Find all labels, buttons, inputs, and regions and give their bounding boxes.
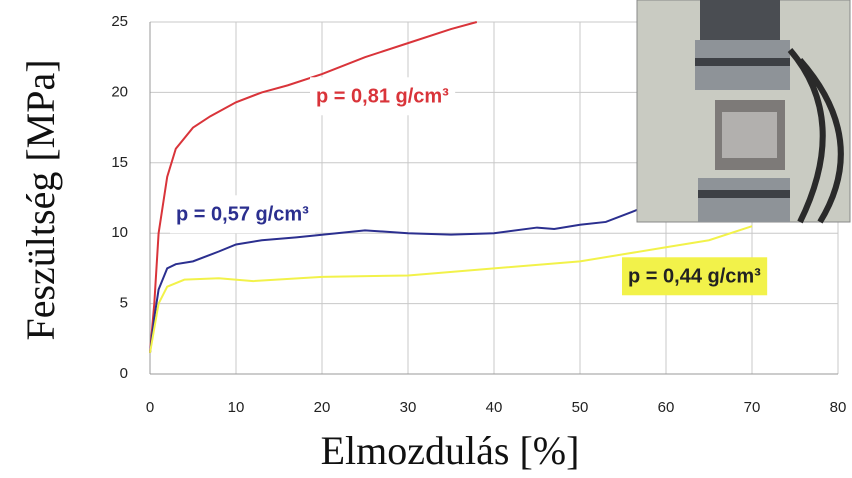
- x-tick-label: 20: [314, 399, 331, 416]
- x-tick-label: 40: [486, 399, 503, 416]
- x-tick-label: 80: [830, 399, 847, 416]
- x-tick-label: 60: [658, 399, 675, 416]
- y-tick-label: 25: [111, 13, 128, 30]
- series-label: p = 0,44 g/cm³: [628, 265, 761, 287]
- series-label: p = 0,81 g/cm³: [316, 85, 449, 107]
- x-axis-title: Elmozdulás [%]: [321, 428, 580, 473]
- x-tick-label: 50: [572, 399, 589, 416]
- y-tick-label: 15: [111, 154, 128, 171]
- y-axis-title: Feszültség [MPa]: [18, 59, 63, 340]
- y-tick-label: 5: [120, 295, 128, 312]
- series-label: p = 0,57 g/cm³: [176, 203, 309, 225]
- x-tick-label: 70: [744, 399, 761, 416]
- x-tick-label: 0: [146, 399, 154, 416]
- photo-inset: [637, 0, 850, 222]
- chart: 0 10 20 30 40 50 60 70 80 0 5 10 15 20 25 p = 0,81 g/c…: [0, 0, 852, 478]
- y-tick-label: 20: [111, 83, 128, 100]
- y-tick-label: 0: [120, 365, 128, 382]
- x-tick-label: 30: [400, 399, 417, 416]
- x-tick-label: 10: [228, 399, 245, 416]
- y-tick-label: 10: [111, 224, 128, 241]
